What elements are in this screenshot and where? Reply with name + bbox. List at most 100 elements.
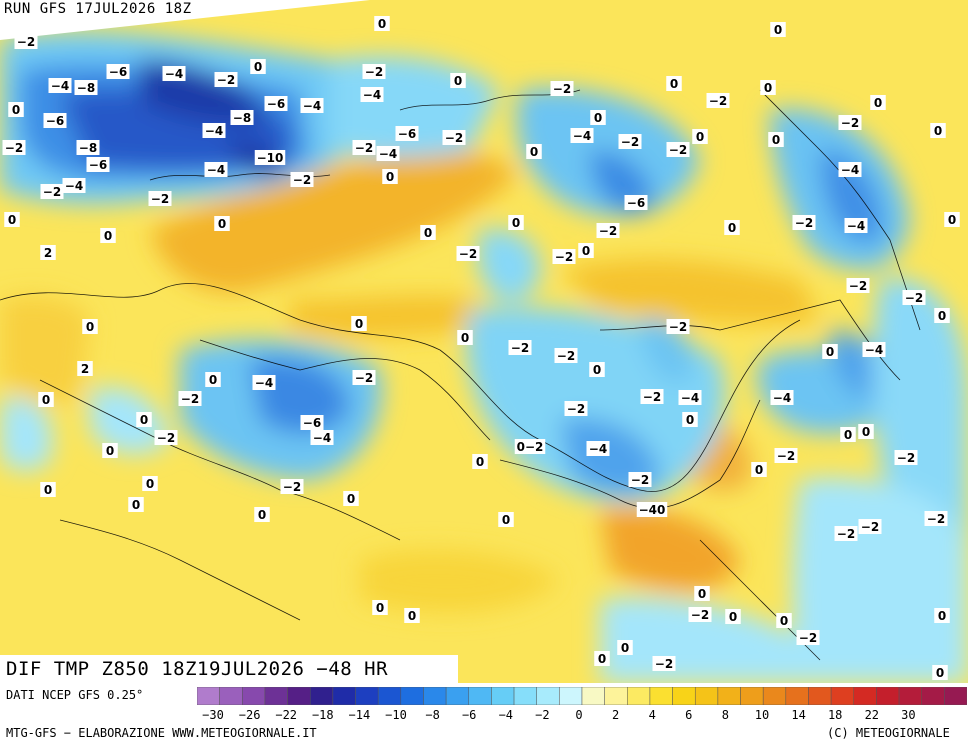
contour-label-bg (300, 98, 324, 113)
contour-label-bg (578, 243, 594, 258)
contour-label: −4 (51, 79, 69, 93)
contour-label-bg (586, 441, 610, 456)
contour-label: −2 (5, 141, 23, 155)
scale-swatch (740, 687, 764, 705)
contour-label-bg (870, 95, 886, 110)
scale-tick-label: −30 (202, 708, 224, 722)
scale-swatch (785, 687, 809, 705)
scale-swatch (672, 687, 696, 705)
contour-label-bg (834, 526, 858, 541)
contour-label: 0 (86, 320, 94, 334)
contour-label-bg (552, 249, 576, 264)
scale-tick-label: −14 (348, 708, 371, 722)
contour-label: −2 (837, 527, 855, 541)
contour-label: −4 (363, 88, 381, 102)
contour-label: 0 (938, 609, 946, 623)
contour-label-bg (768, 132, 784, 147)
scale-tick-label: 10 (754, 708, 770, 722)
scale-swatch (445, 687, 470, 705)
contour-label: −4 (65, 179, 83, 193)
contour-label-bg (640, 389, 664, 404)
contour-label-bg (682, 412, 698, 427)
contour-label-bg (420, 225, 436, 240)
contour-label-bg (360, 87, 384, 102)
contour-label-bg (374, 16, 390, 31)
contour-label: −2 (157, 431, 175, 445)
contour-label: −2 (17, 35, 35, 49)
scale-tick-label: 22 (864, 708, 880, 722)
scale-tick-label: 8 (721, 708, 730, 722)
contour-label-bg (760, 80, 776, 95)
contour-label-bg (666, 76, 682, 91)
contour-label-bg (724, 220, 740, 235)
contour-label-bg (858, 424, 874, 439)
contour-label: −4 (589, 442, 607, 456)
contour-label: 0 (755, 463, 763, 477)
scale-swatch (694, 687, 719, 705)
contour-label: −2 (599, 224, 617, 238)
contour-label: −2 (283, 480, 301, 494)
contour-label-bg (617, 640, 633, 655)
contour-label: −4 (379, 147, 397, 161)
contour-label-bg (86, 157, 110, 172)
contour-label: −2 (217, 73, 235, 87)
contour-label-bg (142, 476, 158, 491)
scale-swatch (219, 687, 243, 705)
contour-label-bg (564, 401, 588, 416)
contour-labels: −20 0−6 −4 −20 −20−4 −8 −4 −2 0 0−2 00 −6 −4−6 −8 0 −20… (2, 16, 960, 680)
contour-label-bg (526, 144, 542, 159)
map-title-box: DIF TMP Z850 18Z19JUL2026 −48 HR (0, 655, 458, 683)
contour-label: −2 (555, 250, 573, 264)
contour-label: 0 (728, 221, 736, 235)
contour-label-bg (694, 586, 710, 601)
contour-label-bg (930, 123, 946, 138)
contour-label-bg (40, 184, 64, 199)
scale-swatch (830, 687, 855, 705)
contour-label-bg (570, 128, 594, 143)
contour-label-bg (100, 228, 116, 243)
contour-label: 0 (938, 309, 946, 323)
contour-label: 0 (621, 641, 629, 655)
contour-label-bg (343, 491, 359, 506)
contour-label: −2 (669, 143, 687, 157)
contour-label: 0 (934, 124, 942, 138)
contour-label-bg (382, 169, 398, 184)
contour-label: 0 (698, 587, 706, 601)
contour-label: 0 (12, 103, 20, 117)
scale-swatch (468, 687, 492, 705)
contour-label-bg (290, 172, 314, 187)
contour-label-bg (8, 102, 24, 117)
scale-tick-label: 0 (575, 708, 583, 722)
contour-label-bg (508, 340, 532, 355)
map-title: DIF TMP Z850 18Z19JUL2026 −48 HR (6, 658, 389, 680)
contour-label: −2 (799, 631, 817, 645)
contour-label: −2 (897, 451, 915, 465)
contour-label-bg (498, 512, 514, 527)
contour-label: 0 (696, 130, 704, 144)
scale-swatch (581, 687, 605, 705)
contour-label: −10 (257, 151, 284, 165)
contour-label-bg (472, 454, 488, 469)
contour-label: 0 (140, 413, 148, 427)
contour-label: −2 (861, 520, 879, 534)
contour-label: 0 (44, 483, 52, 497)
contour-label-bg (902, 290, 926, 305)
scale-tick-label: 4 (648, 708, 656, 722)
contour-label: −4 (313, 431, 331, 445)
contour-label-bg (924, 511, 948, 526)
contour-label-bg (774, 448, 798, 463)
contour-label-bg (894, 450, 918, 465)
contour-label-bg (596, 223, 620, 238)
scale-swatch (627, 687, 651, 705)
contour-label-bg (252, 375, 276, 390)
scale-tick-label: −8 (425, 708, 440, 722)
contour-label: 0 (461, 331, 469, 345)
contour-label: 0 (582, 244, 590, 258)
contour-label-bg (725, 609, 741, 624)
contour-label-bg (62, 178, 86, 193)
contour-label-bg (846, 278, 870, 293)
contour-label-bg (254, 150, 286, 165)
temperature-anomaly-map[interactable]: −2 0 0 −6 −4 −2 0 −2 0 −4 −8 −4 −2 0 0 −2 0 0 −6 −4 −6 −8 0 −2 0… (0, 0, 968, 683)
contour-label-bg (508, 215, 524, 230)
projection-edge (0, 0, 370, 40)
